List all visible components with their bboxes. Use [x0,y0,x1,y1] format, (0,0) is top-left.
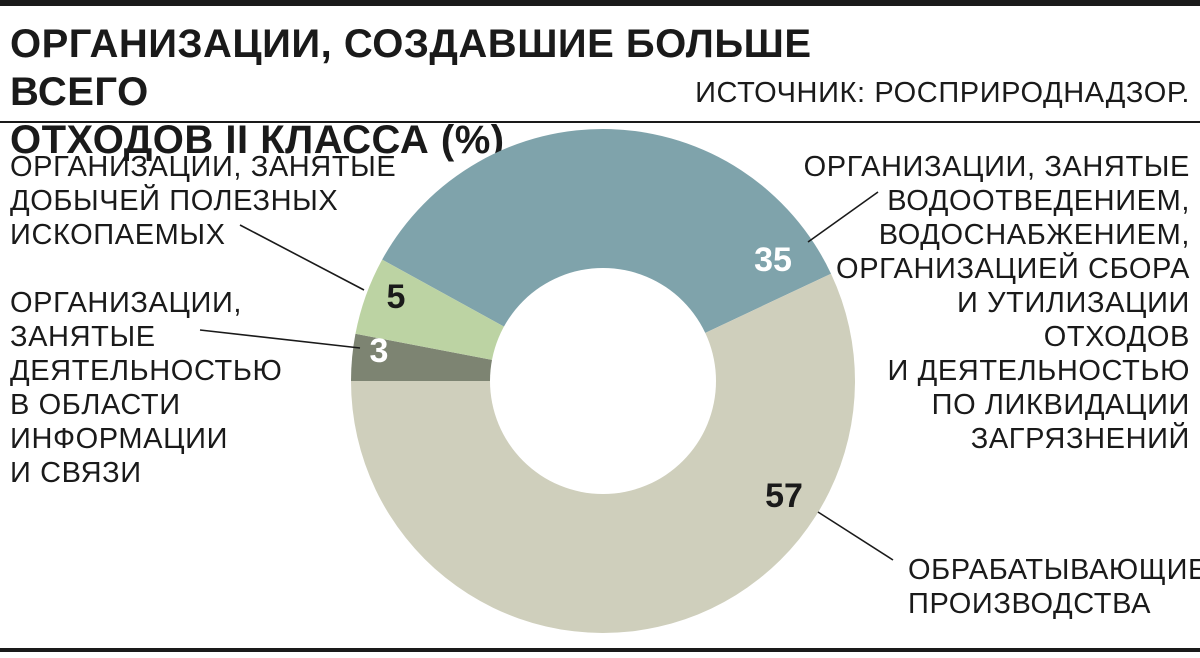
label-manufacturing-line: ПРОИЗВОДСТВА [908,588,1152,620]
label-it-line: ИНФОРМАЦИИ [10,423,229,455]
leader-line-water [807,191,879,243]
label-water-line: ОРГАНИЗАЦИЕЙ СБОРА [836,253,1190,285]
label-it-line: ДЕЯТЕЛЬНОСТЬЮ [10,355,283,387]
bottom-rule [0,648,1200,652]
label-manufacturing: ОБРАБАТЫВАЮЩИЕ ПРОИЗВОДСТВА [908,553,1200,621]
slice-water [382,128,832,381]
value-label-mining: 5 [387,278,406,316]
label-mining: ОРГАНИЗАЦИИ, ЗАНЯТЫЕ ДОБЫЧЕЙ ПОЛЕЗНЫХ ИС… [10,150,396,252]
label-manufacturing-line: ОБРАБАТЫВАЮЩИЕ [908,554,1200,586]
leader-lines [199,191,894,561]
label-mining-line: ДОБЫЧЕЙ ПОЛЕЗНЫХ [10,185,339,217]
leader-line-manufacturing [817,511,894,561]
label-water-line: И ДЕЯТЕЛЬНОСТЬЮ [887,355,1190,387]
label-water-line: ОРГАНИЗАЦИИ, ЗАНЯТЫЕ [803,151,1190,183]
leader-line-mining [239,224,365,291]
label-it: ОРГАНИЗАЦИИ, ЗАНЯТЫЕ ДЕЯТЕЛЬНОСТЬЮ В ОБЛ… [10,286,282,490]
value-label-water: 35 [754,241,792,279]
label-water-line: ВОДОСНАБЖЕНИЕМ, [878,219,1190,251]
chart-title: ОРГАНИЗАЦИИ, СОЗДАВШИЕ БОЛЬШЕ ВСЕГО ОТХО… [10,20,870,164]
value-label-it: 3 [370,332,389,370]
leader-line-it [199,329,361,349]
chart-title-line-2: ОТХОДОВ II КЛАССА (%) [10,118,505,162]
source-note: ИСТОЧНИК: РОСПРИРОДНАДЗОР. [695,77,1190,109]
label-water-line: ОТХОДОВ [1043,321,1190,353]
label-it-line: И СВЯЗИ [10,457,142,489]
label-it-line: ЗАНЯТЫЕ [10,321,156,353]
label-water-line: ЗАГРЯЗНЕНИЙ [970,423,1190,455]
header-rule [0,121,1200,123]
chart-title-line-1: ОРГАНИЗАЦИИ, СОЗДАВШИЕ БОЛЬШЕ ВСЕГО [10,22,812,114]
label-water: ОРГАНИЗАЦИИ, ЗАНЯТЫЕ ВОДООТВЕДЕНИЕМ, ВОД… [804,150,1190,456]
top-rule [0,0,1200,6]
label-water-line: И УТИЛИЗАЦИИ [957,287,1190,319]
label-water-line: ВОДООТВЕДЕНИЕМ, [887,185,1190,217]
label-mining-line: ОРГАНИЗАЦИИ, ЗАНЯТЫЕ [10,151,397,183]
label-water-line: ПО ЛИКВИДАЦИИ [931,389,1190,421]
value-label-manufacturing: 57 [765,477,803,515]
donut-hole [490,268,716,494]
label-mining-line: ИСКОПАЕМЫХ [10,219,226,251]
label-it-line: ОРГАНИЗАЦИИ, [10,287,243,319]
label-it-line: В ОБЛАСТИ [10,389,181,421]
